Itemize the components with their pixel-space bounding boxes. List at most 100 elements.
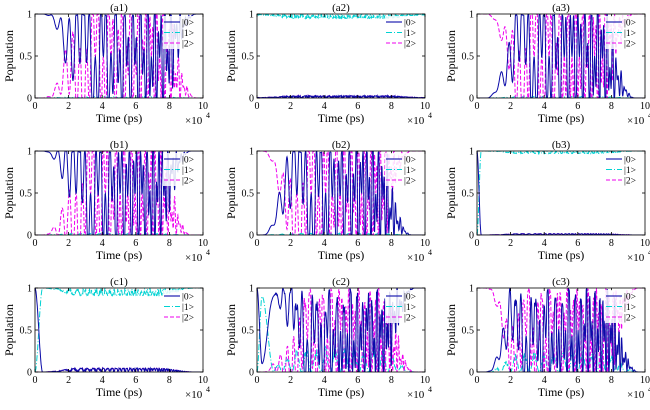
y-tick-label: 1 xyxy=(249,147,254,158)
y-tick-label: 0 xyxy=(27,94,32,105)
y-tick-label: 1 xyxy=(27,147,32,158)
y-tick-label: 0.5 xyxy=(20,52,33,63)
series-state1 xyxy=(477,151,645,235)
x-exponent: 4 xyxy=(648,111,650,120)
series-state0 xyxy=(257,94,425,98)
x-tick-label: 4 xyxy=(100,375,105,386)
x-axis-label: Time (ps) xyxy=(318,111,365,125)
x-tick-label: 0 xyxy=(475,101,480,112)
legend: |0>|1>|2> xyxy=(605,153,643,187)
x-tick-label: 4 xyxy=(542,375,547,386)
y-tick-label: 0.5 xyxy=(20,326,33,337)
legend-label: |2> xyxy=(404,314,416,324)
x-tick-label: 10 xyxy=(420,238,430,249)
y-axis-label: Population xyxy=(224,304,238,356)
legend-label: |0> xyxy=(404,156,416,166)
x-tick-label: 6 xyxy=(575,101,580,112)
x-tick-label: 6 xyxy=(133,238,138,249)
x-tick-label: 4 xyxy=(322,101,327,112)
x-tick-label: 8 xyxy=(609,101,614,112)
x-multiplier: ×10 xyxy=(185,252,203,264)
subplot-title: (b2) xyxy=(332,139,351,151)
y-tick-label: 1 xyxy=(27,284,32,295)
x-tick-label: 8 xyxy=(167,101,172,112)
x-exponent: 4 xyxy=(648,385,650,394)
legend-label: |0> xyxy=(624,156,636,166)
x-exponent: 4 xyxy=(428,248,432,257)
legend-label: |2> xyxy=(182,40,194,50)
x-axis-label: Time (ps) xyxy=(96,111,143,125)
x-tick-label: 0 xyxy=(475,238,480,249)
legend-label: |2> xyxy=(624,177,636,187)
y-tick-label: 0.5 xyxy=(462,189,475,200)
legend-label: |0> xyxy=(182,293,194,303)
legend-label: |0> xyxy=(182,156,194,166)
x-tick-label: 0 xyxy=(255,238,260,249)
x-axis-label: Time (ps) xyxy=(96,385,143,399)
x-tick-label: 6 xyxy=(133,101,138,112)
x-tick-label: 10 xyxy=(420,101,430,112)
x-multiplier: ×10 xyxy=(185,389,203,401)
x-tick-label: 10 xyxy=(640,101,650,112)
legend-label: |0> xyxy=(404,293,416,303)
legend-label: |1> xyxy=(404,303,416,313)
series-state2 xyxy=(35,151,203,235)
x-exponent: 4 xyxy=(206,385,210,394)
x-tick-label: 10 xyxy=(640,375,650,386)
y-axis-label: Population xyxy=(2,304,16,356)
legend-label: |1> xyxy=(182,166,194,176)
y-axis-label: Population xyxy=(224,167,238,219)
x-tick-label: 2 xyxy=(66,238,71,249)
x-tick-label: 2 xyxy=(288,238,293,249)
subplot-title: (a2) xyxy=(332,2,350,14)
y-tick-label: 1 xyxy=(469,10,474,21)
x-exponent: 4 xyxy=(206,111,210,120)
y-tick-label: 1 xyxy=(249,10,254,21)
subplot-title: (c3) xyxy=(552,276,570,288)
legend: |0>|1>|2> xyxy=(163,16,201,50)
y-tick-label: 1 xyxy=(469,147,474,158)
x-tick-label: 6 xyxy=(575,375,580,386)
series-state2 xyxy=(35,14,203,98)
x-tick-label: 10 xyxy=(640,238,650,249)
x-tick-label: 6 xyxy=(133,375,138,386)
legend-label: |1> xyxy=(182,303,194,313)
series-state1 xyxy=(35,288,203,372)
y-tick-label: 0 xyxy=(27,368,32,379)
x-tick-label: 2 xyxy=(508,375,513,386)
x-tick-label: 6 xyxy=(355,238,360,249)
y-tick-label: 0.5 xyxy=(462,326,475,337)
y-axis-label: Population xyxy=(2,167,16,219)
x-exponent: 4 xyxy=(428,385,432,394)
subplot-title: (a1) xyxy=(110,2,128,14)
y-tick-label: 1 xyxy=(27,10,32,21)
legend-label: |2> xyxy=(182,314,194,324)
y-tick-label: 0 xyxy=(27,231,32,242)
subplot-title: (c2) xyxy=(332,276,350,288)
x-tick-label: 8 xyxy=(167,375,172,386)
x-tick-label: 6 xyxy=(355,375,360,386)
subplot-title: (b1) xyxy=(110,139,129,151)
x-axis-label: Time (ps) xyxy=(538,248,585,262)
x-exponent: 4 xyxy=(206,248,210,257)
x-axis-label: Time (ps) xyxy=(96,248,143,262)
y-tick-label: 0.5 xyxy=(462,52,475,63)
legend: |0>|1>|2> xyxy=(163,153,201,187)
x-multiplier: ×10 xyxy=(627,389,645,401)
y-tick-label: 0 xyxy=(469,231,474,242)
x-tick-label: 2 xyxy=(288,375,293,386)
x-tick-label: 8 xyxy=(389,375,394,386)
y-tick-label: 0.5 xyxy=(242,189,255,200)
x-tick-label: 10 xyxy=(420,375,430,386)
x-tick-label: 4 xyxy=(100,238,105,249)
legend: |0>|1>|2> xyxy=(605,16,643,50)
x-exponent: 4 xyxy=(428,111,432,120)
x-tick-label: 0 xyxy=(33,375,38,386)
x-axis-label: Time (ps) xyxy=(538,111,585,125)
